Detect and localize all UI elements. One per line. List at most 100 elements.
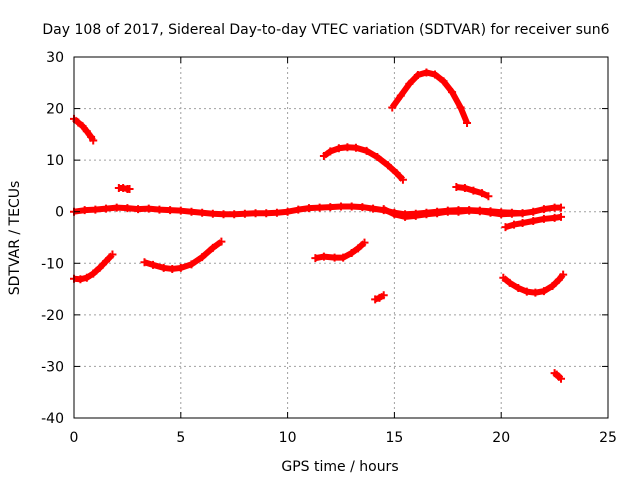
data-point bbox=[405, 79, 414, 88]
y-tick-label: 0 bbox=[55, 205, 64, 221]
data-point bbox=[557, 212, 566, 221]
data-point bbox=[379, 205, 388, 214]
y-tick-label: -20 bbox=[41, 308, 64, 324]
data-point bbox=[112, 203, 121, 212]
y-tick-label: -30 bbox=[41, 359, 64, 375]
series-arc-c bbox=[70, 250, 117, 284]
data-point bbox=[392, 169, 401, 178]
series-arc-b bbox=[114, 183, 134, 194]
data-point bbox=[91, 205, 100, 214]
y-tick-label: 20 bbox=[46, 102, 64, 118]
data-point bbox=[486, 208, 495, 217]
data-point bbox=[198, 208, 207, 217]
data-point bbox=[411, 211, 420, 220]
data-point bbox=[539, 205, 548, 214]
data-point bbox=[396, 91, 405, 100]
data-point bbox=[168, 264, 177, 273]
data-point bbox=[95, 263, 104, 272]
data-point bbox=[283, 207, 292, 216]
data-point bbox=[360, 238, 369, 247]
data-point bbox=[373, 153, 382, 162]
data-point bbox=[539, 214, 548, 223]
data-point bbox=[187, 260, 196, 269]
data-point bbox=[354, 244, 363, 253]
data-point bbox=[89, 136, 98, 145]
data-point bbox=[522, 287, 531, 296]
data-point bbox=[319, 252, 328, 261]
data-point bbox=[510, 220, 519, 229]
x-tick-label: 10 bbox=[279, 430, 297, 446]
data-point bbox=[217, 237, 226, 246]
data-point bbox=[499, 273, 508, 282]
data-point bbox=[123, 204, 132, 213]
series-arc-g bbox=[371, 291, 388, 304]
data-point bbox=[469, 186, 478, 195]
series-arc-l bbox=[550, 369, 566, 383]
data-point bbox=[76, 275, 85, 284]
data-point bbox=[557, 203, 566, 212]
data-point bbox=[102, 204, 111, 213]
data-point bbox=[497, 210, 506, 219]
data-point bbox=[465, 206, 474, 215]
series-arc-a bbox=[70, 114, 98, 145]
data-point bbox=[176, 263, 185, 272]
data-point bbox=[518, 209, 527, 218]
x-tick-label: 5 bbox=[176, 430, 185, 446]
data-point bbox=[477, 189, 486, 198]
data-point bbox=[531, 288, 540, 297]
series-trace bbox=[322, 144, 406, 182]
data-point bbox=[149, 260, 158, 269]
x-tick-label: 20 bbox=[492, 430, 510, 446]
data-point bbox=[452, 182, 461, 191]
data-point bbox=[463, 119, 472, 128]
data-point bbox=[507, 209, 516, 218]
data-point bbox=[379, 291, 388, 300]
data-point bbox=[362, 146, 371, 155]
x-tick-label: 15 bbox=[385, 430, 403, 446]
data-point bbox=[251, 209, 260, 218]
series-baseline-lower bbox=[379, 205, 527, 221]
data-point bbox=[413, 71, 422, 80]
data-point bbox=[371, 295, 380, 304]
grid-layer bbox=[74, 57, 608, 418]
data-point bbox=[548, 281, 557, 290]
data-point bbox=[448, 88, 457, 97]
data-point bbox=[304, 204, 313, 213]
data-point bbox=[343, 143, 352, 152]
series-layer bbox=[70, 68, 568, 383]
data-point bbox=[351, 143, 360, 152]
data-point bbox=[198, 253, 207, 262]
data-point bbox=[554, 275, 563, 284]
data-point bbox=[439, 77, 448, 86]
data-point bbox=[550, 213, 559, 222]
series-trace bbox=[389, 69, 470, 125]
data-point bbox=[166, 206, 175, 215]
data-point bbox=[454, 207, 463, 216]
data-point bbox=[159, 263, 168, 272]
data-point bbox=[456, 103, 465, 112]
data-point bbox=[319, 152, 328, 161]
data-point bbox=[176, 206, 185, 215]
data-point bbox=[430, 70, 439, 79]
data-point bbox=[559, 270, 568, 279]
data-point bbox=[208, 243, 217, 252]
chart-title: Day 108 of 2017, Sidereal Day-to-day VTE… bbox=[42, 22, 609, 38]
data-point bbox=[422, 210, 431, 219]
data-point bbox=[326, 203, 335, 212]
data-point bbox=[369, 204, 378, 213]
x-axis-label: GPS time / hours bbox=[281, 459, 398, 475]
data-point bbox=[505, 278, 514, 287]
data-point bbox=[262, 209, 271, 218]
data-point bbox=[398, 175, 407, 184]
plot-frame bbox=[73, 56, 609, 419]
series-arc-f bbox=[319, 143, 407, 184]
y-tick-label: 30 bbox=[46, 50, 64, 66]
data-point bbox=[294, 205, 303, 214]
data-point bbox=[347, 202, 356, 211]
data-point bbox=[89, 269, 98, 278]
data-point bbox=[484, 192, 493, 201]
data-point bbox=[433, 209, 442, 218]
data-point bbox=[230, 210, 239, 219]
series-arc-d bbox=[140, 237, 226, 273]
y-tick-label: -40 bbox=[41, 411, 64, 427]
